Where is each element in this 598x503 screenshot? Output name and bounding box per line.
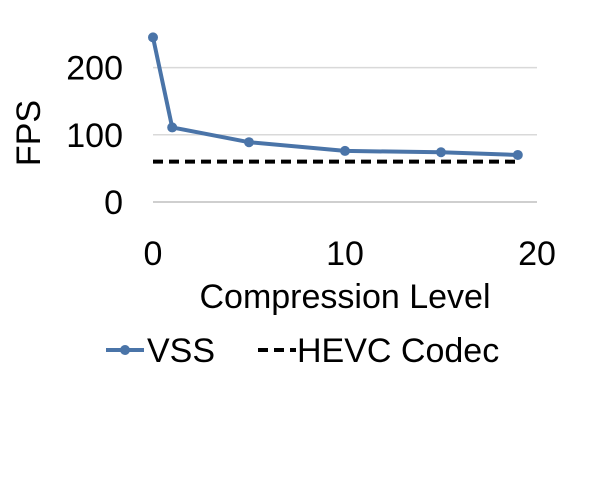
x-tick-label-20: 20: [518, 235, 556, 273]
y-tick-label-200: 200: [66, 50, 123, 88]
point-vss-3: [340, 145, 350, 156]
gridlines: [153, 66, 537, 136]
legend: VSS HEVC Codec: [106, 332, 499, 370]
legend-label-hevc: HEVC Codec: [297, 332, 499, 370]
x-tick-label-10: 10: [326, 235, 364, 273]
legend-marker-vss: [120, 345, 130, 355]
point-vss-2: [244, 137, 254, 148]
point-vss-4: [436, 147, 446, 158]
x-tick-labels: 0 10 20: [144, 235, 556, 273]
legend-item-vss: VSS: [106, 332, 215, 370]
point-vss-1: [167, 122, 178, 133]
y-axis-label: FPS: [10, 100, 48, 166]
point-vss-5: [512, 149, 523, 160]
y-tick-label-100: 100: [66, 117, 123, 155]
series-line-vss: [151, 36, 518, 157]
legend-item-hevc: HEVC Codec: [258, 332, 499, 370]
y-tick-labels: 0 100 200: [66, 50, 123, 222]
x-axis-label: Compression Level: [199, 278, 490, 316]
y-tick-label-0: 0: [104, 184, 123, 222]
x-tick-label-0: 0: [144, 235, 163, 273]
legend-label-vss: VSS: [147, 332, 215, 370]
series-layer: [148, 32, 523, 164]
point-vss-0: [148, 32, 158, 43]
